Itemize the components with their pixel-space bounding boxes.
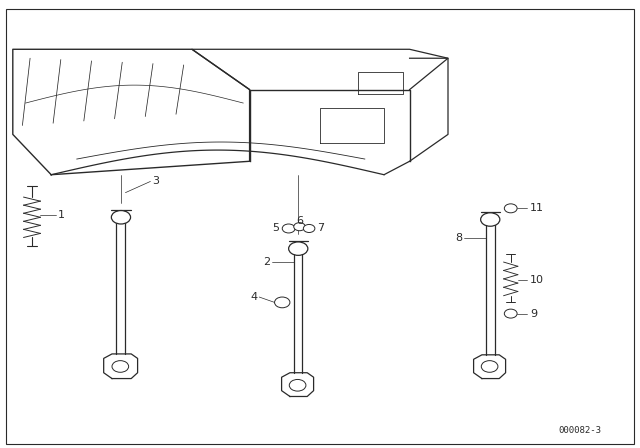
Circle shape bbox=[481, 361, 498, 372]
Text: 9: 9 bbox=[530, 309, 537, 319]
Text: 10: 10 bbox=[530, 275, 544, 285]
Circle shape bbox=[294, 223, 305, 231]
Text: 8: 8 bbox=[455, 233, 462, 243]
Circle shape bbox=[303, 224, 315, 233]
Text: 1: 1 bbox=[58, 210, 65, 220]
Text: 6: 6 bbox=[296, 216, 303, 226]
Text: 5: 5 bbox=[272, 224, 279, 233]
Circle shape bbox=[112, 361, 129, 372]
Circle shape bbox=[504, 309, 517, 318]
Circle shape bbox=[111, 211, 131, 224]
Text: 4: 4 bbox=[250, 292, 257, 302]
Text: 7: 7 bbox=[317, 224, 324, 233]
Circle shape bbox=[504, 204, 517, 213]
Text: 2: 2 bbox=[263, 257, 270, 267]
Circle shape bbox=[481, 213, 500, 226]
Circle shape bbox=[282, 224, 295, 233]
Text: 000082-3: 000082-3 bbox=[559, 426, 602, 435]
Circle shape bbox=[289, 379, 306, 391]
Circle shape bbox=[275, 297, 290, 308]
Circle shape bbox=[289, 242, 308, 255]
Text: 11: 11 bbox=[530, 203, 544, 213]
Text: 3: 3 bbox=[152, 177, 159, 186]
